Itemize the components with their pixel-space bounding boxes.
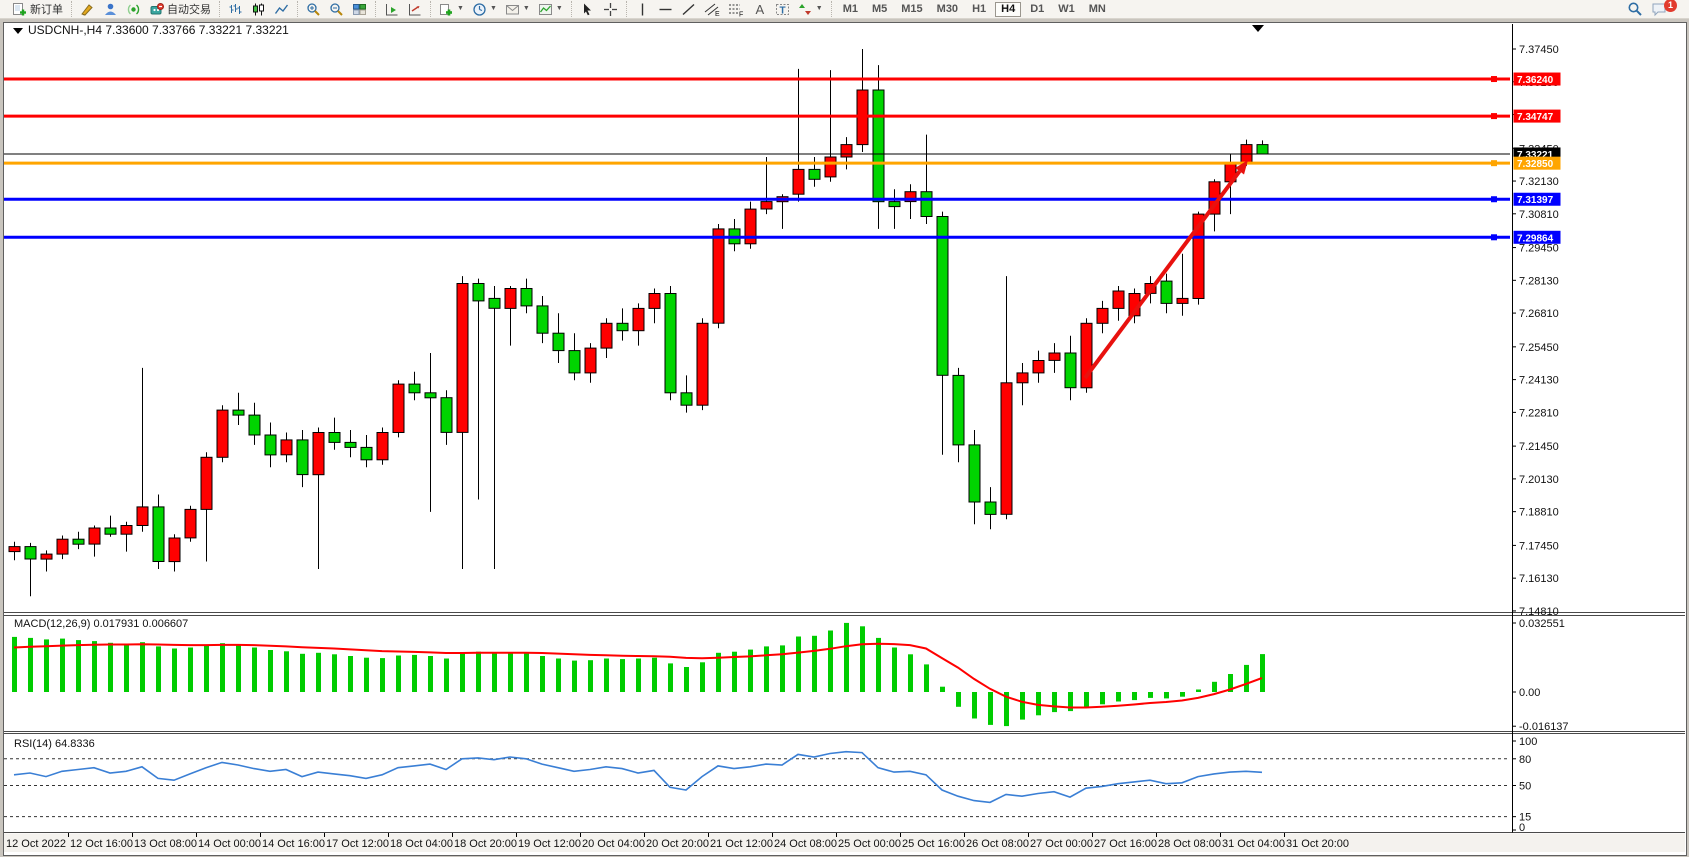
vline-button[interactable] — [633, 1, 652, 17]
timeframe-m1-button[interactable]: M1 — [842, 2, 858, 15]
indicators-dropdown-icon[interactable]: ▼ — [457, 5, 464, 12]
timeframe-m30-button[interactable]: M30 — [936, 2, 959, 15]
text-icon: A — [752, 2, 767, 17]
zoom-out-icon — [329, 2, 344, 17]
period-icon — [472, 2, 487, 17]
auto-scroll-button[interactable] — [382, 1, 401, 17]
brush-icon — [80, 2, 95, 17]
chart-window[interactable] — [3, 22, 1687, 856]
chat-button[interactable]: 1 — [1649, 0, 1679, 17]
svg-text:T: T — [779, 5, 785, 16]
auto-scroll-icon — [384, 2, 399, 17]
alerts-icon — [505, 2, 520, 17]
timeframe-m15-button[interactable]: M15 — [901, 2, 923, 15]
cursor-button[interactable] — [578, 1, 597, 17]
period-dropdown-icon[interactable]: ▼ — [489, 5, 497, 12]
new-order-label: 新订单 — [30, 4, 63, 16]
alerts-button[interactable]: ▼ — [503, 1, 532, 17]
tile-windows-button[interactable] — [350, 1, 369, 17]
zoom-in-icon — [306, 2, 321, 17]
zoom-out-button[interactable] — [327, 1, 346, 17]
bars-chart-button[interactable] — [226, 1, 245, 17]
label-icon: T — [775, 2, 790, 17]
cursor-icon — [580, 2, 595, 17]
svg-text:F: F — [739, 11, 743, 17]
notification-badge[interactable]: 1 — [1664, 0, 1677, 12]
timeframe-bar: M1 M5 M15 M30 H1 H4 D1 W1 MN — [830, 1, 1117, 17]
autotrade-label: 自动交易 — [167, 4, 211, 16]
hline-button[interactable] — [656, 1, 675, 17]
channel-icon: E — [704, 2, 720, 17]
fibonacci-icon: F — [728, 2, 744, 17]
new-order-button[interactable]: 新订单 — [10, 1, 65, 17]
tile-windows-icon — [352, 2, 367, 17]
candles-chart-button[interactable] — [249, 1, 268, 17]
text-button[interactable]: A — [750, 1, 769, 17]
template-button[interactable]: ▼ — [536, 1, 565, 17]
community-button[interactable] — [101, 1, 120, 17]
timeframe-h1-button[interactable]: H1 — [972, 2, 987, 15]
styles-button[interactable] — [78, 1, 97, 17]
arrows-dropdown-icon[interactable]: ▼ — [815, 5, 823, 12]
label-button[interactable]: T — [773, 1, 792, 17]
template-dropdown-icon[interactable]: ▼ — [555, 5, 563, 12]
candles-chart-icon — [251, 2, 266, 17]
crosshair-button[interactable] — [601, 1, 620, 17]
fibonacci-button[interactable]: F — [726, 1, 746, 17]
line-chart-icon — [274, 2, 289, 17]
arrows-icon — [798, 2, 813, 17]
autotrade-icon — [149, 2, 164, 17]
alerts-dropdown-icon[interactable]: ▼ — [522, 5, 530, 12]
trendline-button[interactable] — [679, 1, 698, 17]
svg-text:E: E — [715, 11, 720, 17]
signals-button[interactable] — [124, 1, 143, 17]
timeframe-m5-button[interactable]: M5 — [871, 2, 888, 15]
crosshair-icon — [603, 2, 618, 17]
indicators-add-button[interactable]: ▼ — [437, 1, 466, 17]
trendline-icon — [681, 2, 696, 17]
autotrade-button[interactable]: 自动交易 — [147, 1, 213, 17]
zoom-in-button[interactable] — [304, 1, 323, 17]
channel-button[interactable]: E — [702, 1, 722, 17]
new-order-icon — [12, 2, 27, 17]
svg-text:A: A — [755, 2, 764, 17]
bars-chart-icon — [228, 2, 243, 17]
vline-icon — [635, 2, 650, 17]
search-button[interactable] — [1625, 1, 1645, 17]
timeframe-w1-button[interactable]: W1 — [1058, 2, 1075, 15]
timeframe-h4-button[interactable]: H4 — [995, 1, 1022, 17]
chart-shift-icon — [407, 2, 422, 17]
timeframe-mn-button[interactable]: MN — [1088, 2, 1106, 15]
timeframe-d1-button[interactable]: D1 — [1030, 2, 1045, 15]
arrows-button[interactable]: ▼ — [796, 1, 825, 17]
community-icon — [103, 2, 118, 17]
period-button[interactable]: ▼ — [470, 1, 499, 17]
line-chart-button[interactable] — [272, 1, 291, 17]
hline-icon — [658, 2, 673, 17]
chart-shift-button[interactable] — [405, 1, 424, 17]
template-icon — [538, 2, 553, 17]
main-toolbar: 新订单 自动交易 ▼ ▼ ▼ ▼ E F A — [0, 0, 1689, 19]
indicators-add-icon — [439, 2, 454, 17]
search-icon — [1627, 1, 1643, 17]
signals-icon — [126, 2, 141, 17]
